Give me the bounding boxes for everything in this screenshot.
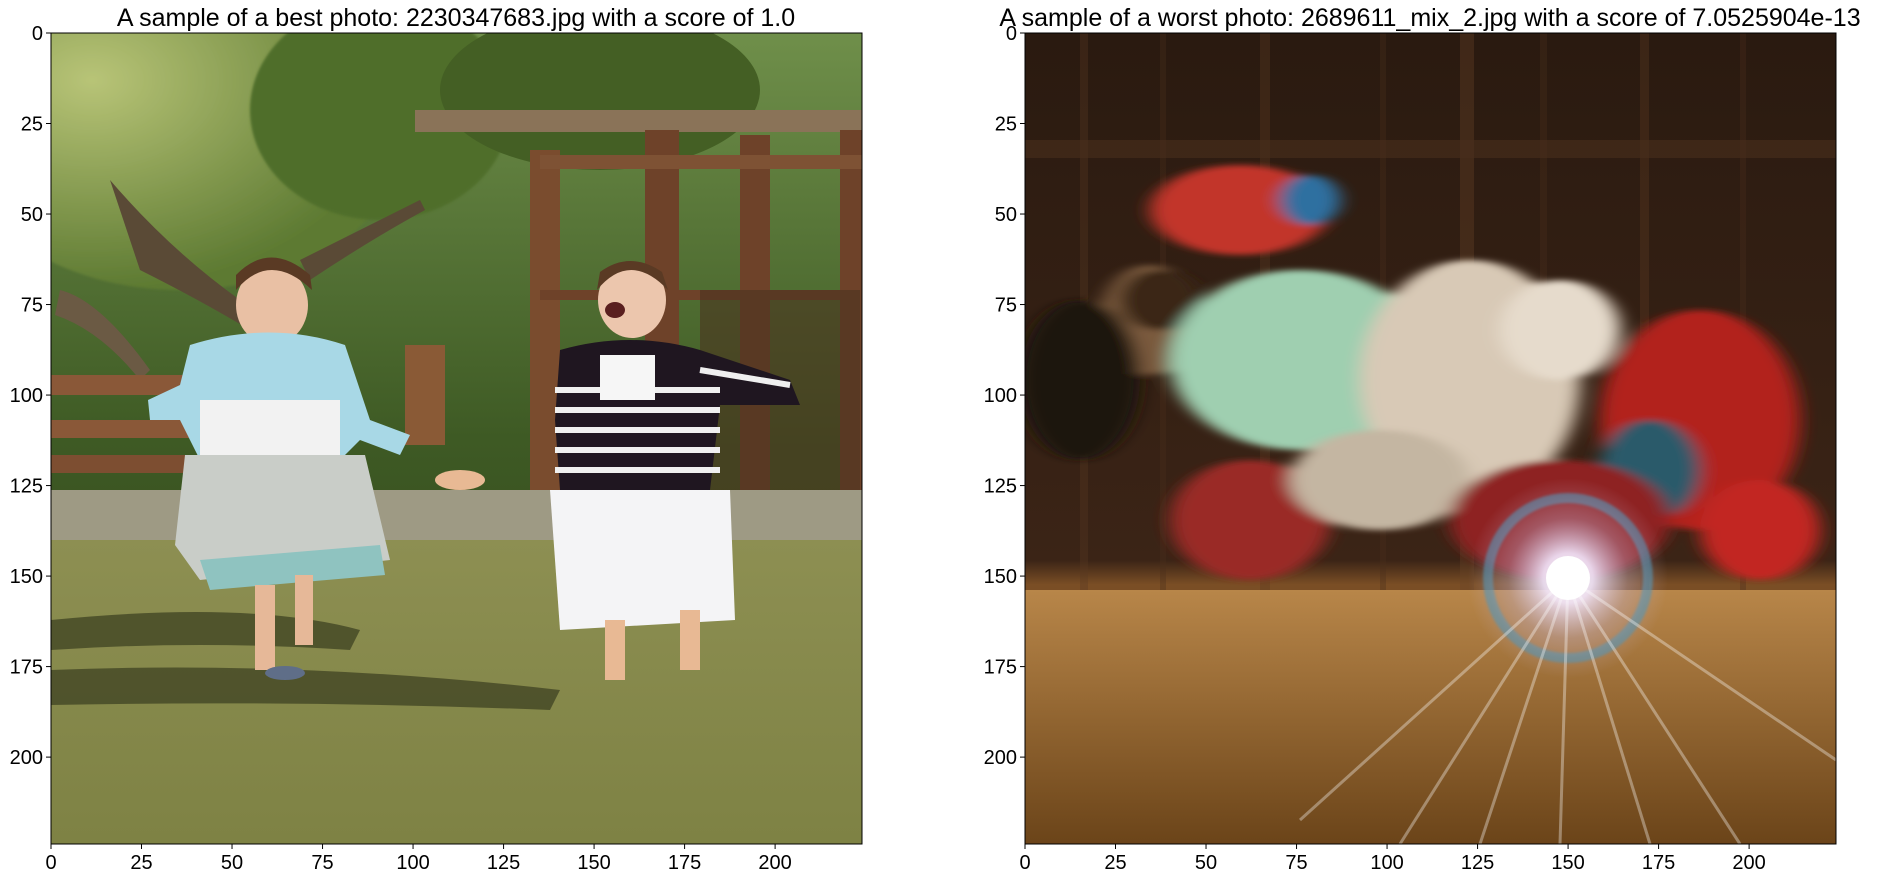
x-tick-label: 0 xyxy=(45,852,56,874)
y-tick-label: 150 xyxy=(10,566,43,588)
right-axes-frame xyxy=(1024,32,1837,845)
y-tick-label: 175 xyxy=(984,657,1017,679)
y-tick-label: 200 xyxy=(10,747,43,769)
left-axes-frame xyxy=(50,32,863,845)
y-tick-label: 0 xyxy=(1006,23,1017,45)
left-photo xyxy=(51,33,862,844)
left-axis-ticks: 0 25 50 75 100 125 150 175 200 0 25 50 75 100 125 150 17… xyxy=(10,23,792,874)
x-tick-label: 75 xyxy=(1285,852,1307,874)
y-tick-label: 50 xyxy=(21,204,43,226)
y-tick-label: 50 xyxy=(995,204,1017,226)
left-panel: A sample of a best photo: 2230347683.jpg… xyxy=(10,4,863,874)
y-tick-label: 100 xyxy=(10,385,43,407)
x-tick-label: 200 xyxy=(1732,852,1765,874)
x-tick-label: 75 xyxy=(311,852,333,874)
y-tick-label: 25 xyxy=(21,114,43,136)
x-tick-label: 50 xyxy=(221,852,243,874)
y-tick-label: 125 xyxy=(10,476,43,498)
y-tick-label: 100 xyxy=(984,385,1017,407)
y-tick-label: 150 xyxy=(984,566,1017,588)
x-tick-label: 125 xyxy=(487,852,520,874)
x-tick-label: 200 xyxy=(758,852,791,874)
right-photo xyxy=(1025,33,1836,844)
right-axis-ticks: 0 25 50 75 100 125 150 175 200 0 25 50 75 100 125 150 17… xyxy=(984,23,1766,874)
left-panel-title: A sample of a best photo: 2230347683.jpg… xyxy=(117,4,795,32)
x-tick-label: 175 xyxy=(668,852,701,874)
x-tick-label: 175 xyxy=(1642,852,1675,874)
x-tick-label: 50 xyxy=(1195,852,1217,874)
right-panel-title: A sample of a worst photo: 2689611_mix_2… xyxy=(999,4,1860,32)
right-panel: A sample of a worst photo: 2689611_mix_2… xyxy=(984,4,1861,874)
y-tick-label: 25 xyxy=(995,114,1017,136)
x-tick-label: 150 xyxy=(1551,852,1584,874)
y-tick-label: 75 xyxy=(21,295,43,317)
x-tick-label: 100 xyxy=(1370,852,1403,874)
x-tick-label: 125 xyxy=(1461,852,1494,874)
x-tick-label: 150 xyxy=(577,852,610,874)
y-tick-label: 125 xyxy=(984,476,1017,498)
y-tick-label: 175 xyxy=(10,657,43,679)
x-tick-label: 25 xyxy=(130,852,152,874)
x-tick-label: 25 xyxy=(1104,852,1126,874)
y-tick-label: 200 xyxy=(984,747,1017,769)
x-tick-label: 100 xyxy=(396,852,429,874)
x-tick-label: 0 xyxy=(1019,852,1030,874)
y-tick-label: 75 xyxy=(995,295,1017,317)
y-tick-label: 0 xyxy=(32,23,43,45)
